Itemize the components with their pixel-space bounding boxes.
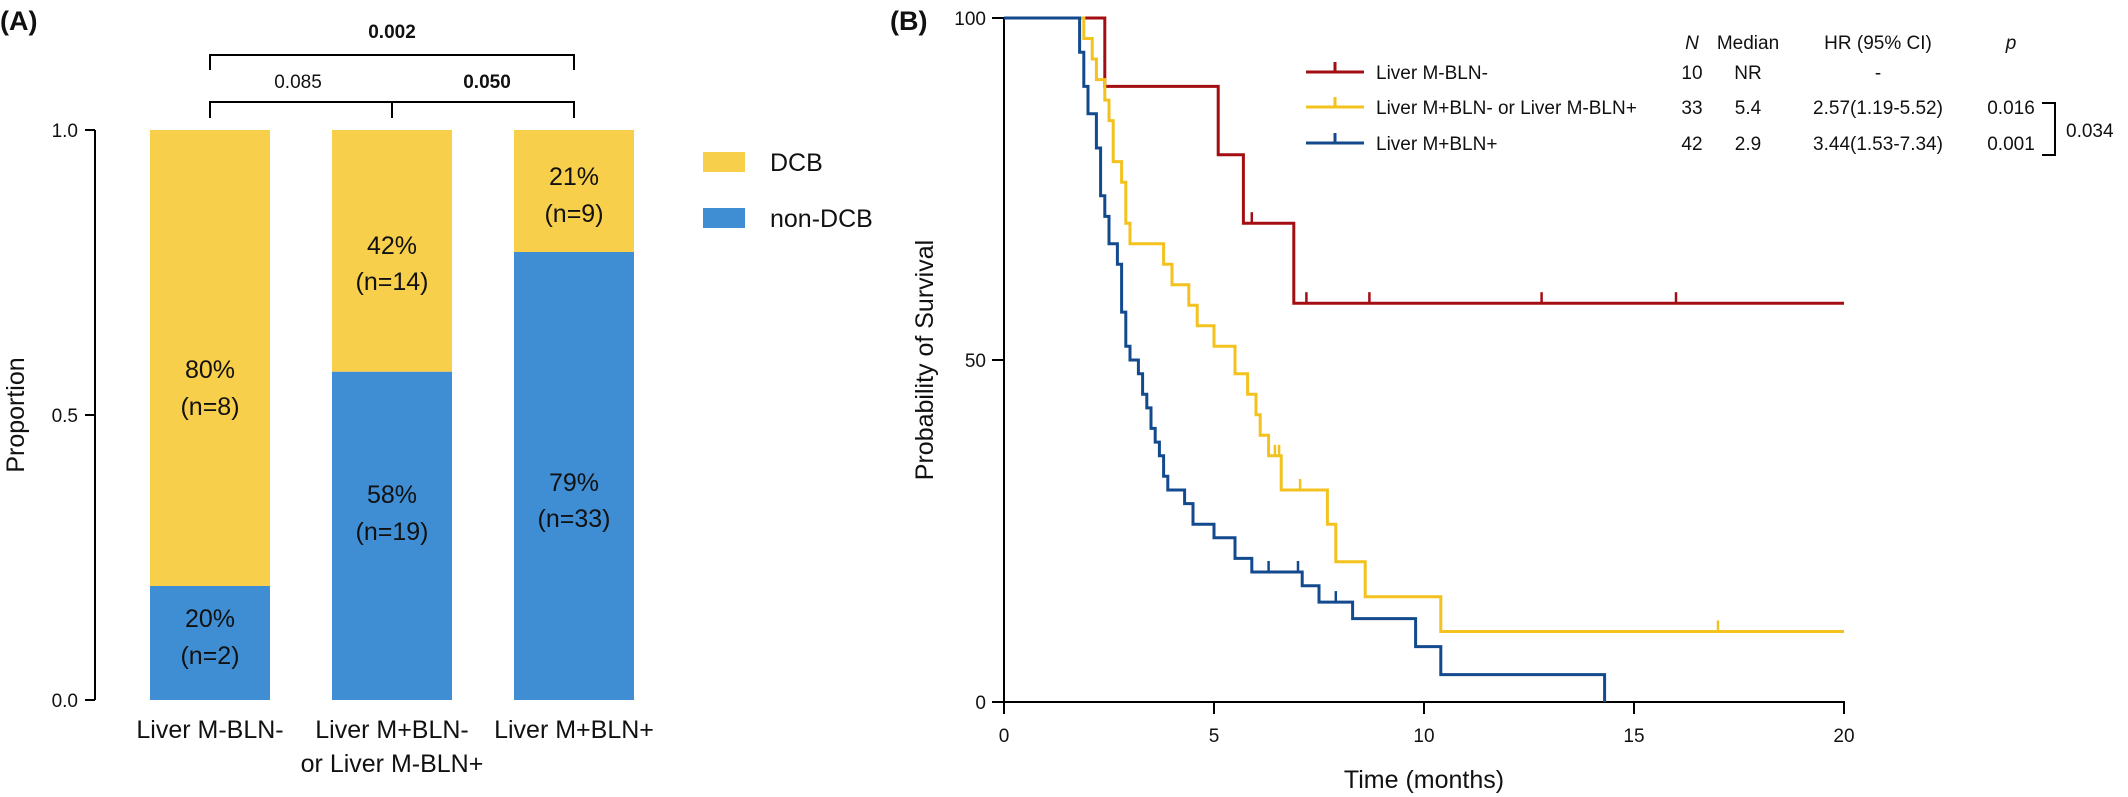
bar-1-non-dcb bbox=[150, 586, 270, 700]
bar-2-dcb bbox=[332, 130, 452, 372]
legend-dcb-label: DCB bbox=[770, 149, 823, 177]
panel-b: (B) 0 50 100 0 5 10 15 20 Time (months) … bbox=[890, 6, 2114, 794]
bracket-1-2 bbox=[209, 101, 393, 118]
panel-b-label: (B) bbox=[890, 6, 927, 36]
table-header-hr: HR (95% CI) bbox=[1824, 33, 1932, 54]
bar-2-dcb-percent: 42% bbox=[367, 232, 417, 260]
category-label-3: Liver M+BLN+ bbox=[494, 716, 654, 744]
km-curve-liver-m-bln-neg bbox=[1004, 16, 1844, 305]
category-label-2-line1: Liver M+BLN- bbox=[315, 716, 469, 744]
panel-a-ytick-label-0: 0.0 bbox=[52, 691, 78, 712]
legend-label-liver-m-bln-neg: Liver M-BLN- bbox=[1376, 63, 1488, 84]
panel-b-ytick-label-0: 0 bbox=[975, 693, 986, 714]
table-header-n: N bbox=[1685, 33, 1699, 54]
pvalue-bracket bbox=[2042, 102, 2056, 156]
bracket-2-3 bbox=[391, 101, 575, 118]
panel-a-label: (A) bbox=[0, 6, 37, 36]
panel-a-ytick-label-1: 1.0 bbox=[52, 121, 78, 142]
row-3-p: 0.001 bbox=[1987, 134, 2035, 155]
panel-b-ytick-label-50: 50 bbox=[965, 351, 986, 372]
legend-non-dcb-swatch bbox=[703, 208, 745, 228]
panel-b-xtick-label-20: 20 bbox=[1833, 726, 1854, 747]
bar-1-dcb-count: (n=8) bbox=[180, 393, 239, 421]
category-label-2-line2: or Liver M-BLN+ bbox=[301, 750, 484, 778]
bracket-1-3 bbox=[209, 54, 575, 70]
category-label-1: Liver M-BLN- bbox=[136, 716, 283, 744]
row-3-hr: 3.44(1.53-7.34) bbox=[1813, 134, 1943, 155]
panel-a-ytick-label-0.5: 0.5 bbox=[52, 406, 78, 427]
legend-dcb-swatch bbox=[703, 152, 745, 172]
panel-b-xtick-label-5: 5 bbox=[1209, 726, 1220, 747]
panel-a: (A) 0.0 0.5 1.0 Proportion 80% (n=8) 20%… bbox=[0, 6, 873, 778]
panel-a-bars bbox=[150, 130, 634, 701]
bar-3-dcb-percent: 21% bbox=[549, 163, 599, 191]
bar-3-non-dcb-count: (n=33) bbox=[538, 505, 611, 533]
panel-b-y-axis-label: Probability of Survival bbox=[911, 240, 939, 480]
panel-a-y-axis-label: Proportion bbox=[2, 357, 30, 472]
bar-1-dcb-percent: 80% bbox=[185, 356, 235, 384]
row-1-n: 10 bbox=[1681, 63, 1702, 84]
panel-b-x-axis-label: Time (months) bbox=[1344, 766, 1504, 794]
pvalue-2-3: 0.050 bbox=[463, 72, 511, 93]
panel-b-xtick-label-15: 15 bbox=[1623, 726, 1644, 747]
row-1-hr: - bbox=[1875, 63, 1881, 84]
panel-b-ytick-label-100: 100 bbox=[954, 9, 986, 30]
km-curve-liver-m-pos-bln-pos bbox=[1004, 16, 1607, 702]
bar-1-non-dcb-count: (n=2) bbox=[180, 642, 239, 670]
legend-label-liver-mixed: Liver M+BLN- or Liver M-BLN+ bbox=[1376, 98, 1637, 119]
bar-2-dcb-count: (n=14) bbox=[356, 268, 429, 296]
row-2-median: 5.4 bbox=[1735, 98, 1762, 119]
row-3-n: 42 bbox=[1681, 134, 1702, 155]
pvalue-1-3: 0.002 bbox=[368, 22, 416, 43]
legend-label-liver-m-pos-bln-pos: Liver M+BLN+ bbox=[1376, 134, 1497, 155]
row-1-median: NR bbox=[1734, 63, 1761, 84]
bar-1-dcb bbox=[150, 130, 270, 586]
bar-2-non-dcb bbox=[332, 371, 452, 700]
panel-b-xtick-label-0: 0 bbox=[999, 726, 1010, 747]
row-3-median: 2.9 bbox=[1735, 134, 1761, 155]
bar-3-dcb bbox=[514, 130, 634, 252]
bar-2-non-dcb-count: (n=19) bbox=[356, 518, 429, 546]
table-header-p: p bbox=[2005, 33, 2017, 54]
row-2-n: 33 bbox=[1681, 98, 1702, 119]
row-2-p: 0.016 bbox=[1987, 98, 2035, 119]
bar-3-non-dcb-percent: 79% bbox=[549, 469, 599, 497]
bracket-pvalue: 0.034 bbox=[2066, 121, 2114, 142]
bar-3-non-dcb bbox=[514, 251, 634, 701]
km-curves bbox=[1004, 16, 1844, 702]
km-curve-liver-mixed bbox=[1004, 16, 1844, 633]
bar-2-non-dcb-percent: 58% bbox=[367, 481, 417, 509]
pvalue-1-2: 0.085 bbox=[274, 72, 322, 93]
panel-b-xtick-label-10: 10 bbox=[1413, 726, 1434, 747]
table-header-median: Median bbox=[1717, 33, 1779, 54]
bar-1-non-dcb-percent: 20% bbox=[185, 605, 235, 633]
row-2-hr: 2.57(1.19-5.52) bbox=[1813, 98, 1943, 119]
bar-3-dcb-count: (n=9) bbox=[544, 200, 603, 228]
legend-non-dcb-label: non-DCB bbox=[770, 205, 873, 233]
